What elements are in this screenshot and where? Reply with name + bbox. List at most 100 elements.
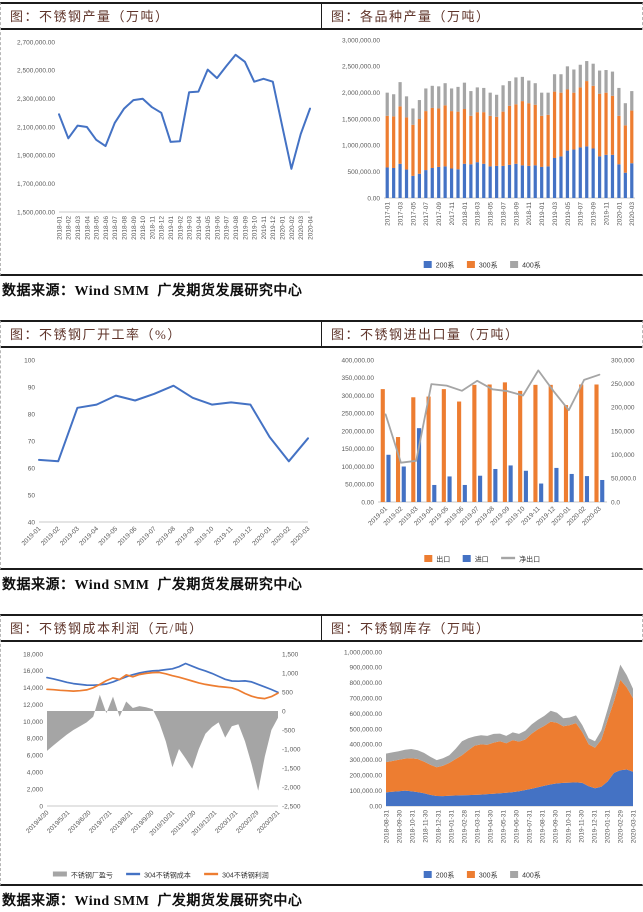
svg-text:进口: 进口 [475,556,489,564]
svg-text:2018-07: 2018-07 [500,202,507,226]
svg-text:2020-03-31: 2020-03-31 [630,810,637,844]
svg-text:18,000: 18,000 [23,651,43,658]
svg-text:2018-01: 2018-01 [56,216,63,240]
svg-text:2017-09: 2017-09 [436,202,443,226]
svg-text:2019-01: 2019-01 [21,525,43,547]
svg-text:2019-07-31: 2019-07-31 [526,810,533,844]
svg-text:1,000: 1,000 [282,670,299,677]
svg-text:1,000,000.00: 1,000,000.00 [344,649,382,656]
svg-text:400,000.00: 400,000.00 [349,742,382,749]
svg-text:-2,500: -2,500 [282,803,301,810]
svg-text:2020-02: 2020-02 [270,525,292,547]
svg-text:200系: 200系 [436,261,455,270]
svg-text:500,000.00: 500,000.00 [347,169,380,176]
svg-text:2018-02: 2018-02 [66,216,73,240]
cost-profit-dual-axis-chart: 0 2,000 4,000 6,000 8,000 10,000 12,000 14,000 1… [1,642,322,884]
svg-text:400系: 400系 [522,871,541,880]
svg-text:50: 50 [28,492,36,499]
svg-text:250,000.00: 250,000.00 [341,411,374,418]
svg-text:2019-10-31: 2019-10-31 [565,810,572,844]
data-source-note-2: 数据来源：Wind SMM 广发期货发展研究中心 [2,578,303,593]
chart-title-import-export: 图：不锈钢进出口量（万吨） [322,322,642,348]
svg-text:2017-01: 2017-01 [385,202,392,226]
svg-text:16,000: 16,000 [23,668,43,675]
svg-text:2019-08: 2019-08 [233,216,240,240]
svg-text:2019-01: 2019-01 [539,202,546,226]
svg-text:2,700,000.00: 2,700,000.00 [17,39,55,46]
svg-text:2019-09-30: 2019-09-30 [552,810,559,844]
svg-text:2019-11: 2019-11 [213,525,235,547]
svg-text:2019-04: 2019-04 [78,525,100,547]
svg-text:1,500,000.00: 1,500,000.00 [17,209,55,216]
svg-text:1,000,000.00: 1,000,000.00 [342,143,380,150]
svg-text:200,000: 200,000 [611,405,635,412]
svg-text:0.00: 0.00 [361,499,374,506]
svg-text:2019-09: 2019-09 [174,525,196,547]
production-by-grade-stacked-bar-chart: 0.00 500,000.00 1,000,000.00 1,500,000.00 2,… [322,30,643,274]
svg-text:-1,000: -1,000 [282,746,301,753]
svg-text:不锈钢厂盈亏: 不锈钢厂盈亏 [71,871,113,880]
svg-text:2020-03: 2020-03 [629,202,636,226]
svg-text:2018-07: 2018-07 [112,216,119,240]
svg-text:2020-01: 2020-01 [280,216,287,240]
svg-text:2019-03-31: 2019-03-31 [474,810,481,844]
svg-text:2018-11: 2018-11 [149,216,156,240]
svg-text:6,000: 6,000 [27,753,44,760]
svg-text:2019-12: 2019-12 [270,216,277,240]
svg-text:2018-12: 2018-12 [159,216,166,240]
svg-text:2018-10-31: 2018-10-31 [409,810,416,844]
svg-text:2018-09: 2018-09 [513,202,520,226]
svg-text:2018-04: 2018-04 [84,216,91,240]
svg-text:300系: 300系 [479,261,498,270]
svg-text:250,000: 250,000 [611,381,635,388]
svg-text:80: 80 [28,411,36,418]
svg-text:1,900,000.00: 1,900,000.00 [17,153,55,160]
svg-text:150,000.00: 150,000.00 [341,446,374,453]
svg-text:2018-01: 2018-01 [462,202,469,226]
svg-text:60: 60 [28,465,36,472]
svg-text:2018-06: 2018-06 [103,216,110,240]
svg-text:8,000: 8,000 [27,736,44,743]
svg-text:400,000.00: 400,000.00 [341,357,374,364]
svg-text:2019-11: 2019-11 [261,216,268,240]
svg-text:2019-04: 2019-04 [196,216,203,240]
svg-text:2,000: 2,000 [27,786,44,793]
svg-text:100: 100 [24,357,35,364]
chart-title-production-by-grade: 图：各品种产量（万吨） [322,4,642,30]
svg-text:50,000.00: 50,000.00 [345,482,374,489]
svg-text:-1,500: -1,500 [282,765,301,772]
svg-text:2019-10: 2019-10 [252,216,259,240]
svg-text:2017-07: 2017-07 [423,202,430,226]
svg-text:300,000: 300,000 [611,357,635,364]
svg-text:2019-02: 2019-02 [177,216,184,240]
svg-text:2019-05: 2019-05 [205,216,212,240]
svg-text:2019-07: 2019-07 [224,216,231,240]
svg-text:50,000.0: 50,000.0 [611,476,637,483]
svg-text:100,000.00: 100,000.00 [349,788,382,795]
chart-cell-cost-profit: 图：不锈钢成本利润（元/吨） 0 2,000 4,000 6,000 8,000 10,0… [1,616,322,884]
svg-text:200,000.00: 200,000.00 [349,773,382,780]
svg-text:2020-01-31: 2020-01-31 [604,810,611,844]
svg-text:2019-03: 2019-03 [59,525,81,547]
svg-text:2018-09-30: 2018-09-30 [396,810,403,844]
svg-text:2018-11: 2018-11 [526,202,533,226]
svg-text:2018-12-31: 2018-12-31 [435,810,442,844]
svg-text:2020-02-29: 2020-02-29 [617,810,624,844]
svg-text:2019-11-30: 2019-11-30 [578,810,585,843]
svg-text:净出口: 净出口 [519,555,540,564]
svg-text:2020-02: 2020-02 [289,216,296,240]
svg-text:12,000: 12,000 [23,702,43,709]
svg-text:出口: 出口 [436,555,450,564]
svg-text:2020-03: 2020-03 [290,525,312,547]
svg-text:800,000.00: 800,000.00 [349,680,382,687]
svg-text:40: 40 [28,519,36,526]
chart-cell-production-by-grade: 图：各品种产量（万吨） 0.00 500,000.00 1,000,000.00 1,… [322,4,643,274]
svg-text:500,000.00: 500,000.00 [349,726,382,733]
svg-text:100,000.00: 100,000.00 [341,464,374,471]
svg-text:2,100,000.00: 2,100,000.00 [17,124,55,131]
svg-text:2019-01: 2019-01 [168,216,175,240]
svg-text:2019-05: 2019-05 [565,202,572,226]
chart-table-2: 图：不锈钢厂开工率（%） 40 50 60 70 80 90 100 2019-01 2019-… [0,320,643,570]
svg-text:2019-01-31: 2019-01-31 [448,810,455,844]
operating-rate-line-chart: 4050607080901002019-012019-022019-032019… [1,348,322,568]
